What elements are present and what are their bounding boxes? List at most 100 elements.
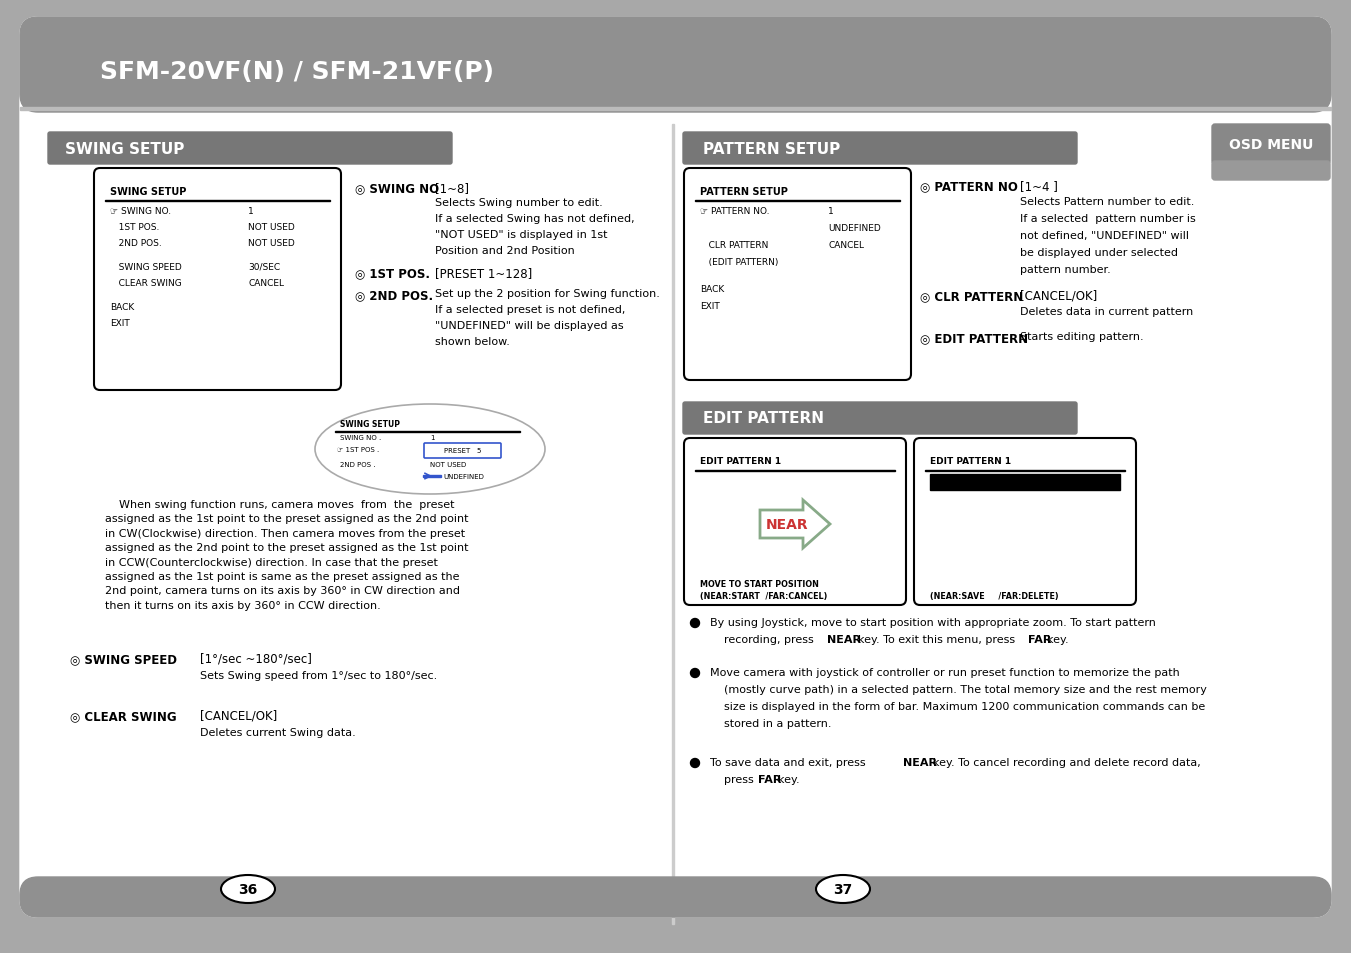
Text: key. To cancel recording and delete record data,: key. To cancel recording and delete reco… [934,758,1201,767]
Text: Sets Swing speed from 1°/sec to 180°/sec.: Sets Swing speed from 1°/sec to 180°/sec… [200,670,438,680]
Text: EXIT: EXIT [700,302,720,311]
Text: Starts editing pattern.: Starts editing pattern. [1020,332,1144,341]
Text: key.: key. [778,774,800,784]
Text: [1°/sec ~180°/sec]: [1°/sec ~180°/sec] [200,652,312,665]
Text: ◎ PATTERN NO: ◎ PATTERN NO [920,180,1017,193]
Text: [1~4 ]: [1~4 ] [1020,180,1058,193]
Text: EDIT PATTERN: EDIT PATTERN [703,411,824,426]
FancyBboxPatch shape [95,169,340,391]
Text: UNDEFINED: UNDEFINED [443,474,484,479]
Text: size is displayed in the form of bar. Maximum 1200 communication commands can be: size is displayed in the form of bar. Ma… [724,701,1205,711]
Text: 37: 37 [834,882,852,896]
Text: stored in a pattern.: stored in a pattern. [724,719,831,728]
Text: Selects Pattern number to edit.: Selects Pattern number to edit. [1020,196,1194,207]
Text: Set up the 2 position for Swing function.: Set up the 2 position for Swing function… [435,289,659,298]
Text: key. To exit this menu, press: key. To exit this menu, press [858,635,1019,644]
Text: When swing function runs, camera moves  from  the  preset
assigned as the 1st po: When swing function runs, camera moves f… [105,499,469,610]
Text: 2ND POS.: 2ND POS. [109,239,162,248]
Text: PATTERN SETUP: PATTERN SETUP [703,142,840,157]
Ellipse shape [816,875,870,903]
Text: [CANCEL/OK]: [CANCEL/OK] [1020,290,1097,303]
Text: ◎ CLR PATTERN: ◎ CLR PATTERN [920,290,1023,303]
Text: SWING NO .: SWING NO . [340,435,381,440]
Text: ◎ SWING NO: ◎ SWING NO [355,182,439,194]
Ellipse shape [222,875,276,903]
Bar [105,201,330,202]
Text: If a selected Swing has not defined,: If a selected Swing has not defined, [435,213,635,224]
Text: ☞ SWING NO.: ☞ SWING NO. [109,207,172,215]
Text: Deletes data in current pattern: Deletes data in current pattern [1020,307,1193,316]
Bar [20,108,1331,111]
Text: 1ST POS.: 1ST POS. [109,223,159,232]
Bar [694,471,894,472]
FancyBboxPatch shape [1212,125,1329,165]
Text: NOT USED: NOT USED [249,239,295,248]
Text: NEAR: NEAR [827,635,861,644]
Text: CLR PATTERN: CLR PATTERN [700,241,769,250]
Text: To save data and exit, press: To save data and exit, press [711,758,869,767]
Text: SWING SETUP: SWING SETUP [65,142,184,157]
Text: EDIT PATTERN 1: EDIT PATTERN 1 [700,456,781,465]
Text: NEAR: NEAR [766,517,808,532]
Text: CLEAR SWING: CLEAR SWING [109,278,182,288]
Text: SWING SETUP: SWING SETUP [340,419,400,429]
Text: 2ND POS .: 2ND POS . [340,461,376,468]
Text: SFM-20VF(N) / SFM-21VF(P): SFM-20VF(N) / SFM-21VF(P) [100,60,494,84]
FancyBboxPatch shape [20,18,1331,917]
Text: NEAR: NEAR [902,758,938,767]
Text: NOT USED: NOT USED [430,461,466,468]
FancyBboxPatch shape [20,18,1331,112]
Text: press: press [724,774,758,784]
FancyBboxPatch shape [684,169,911,380]
Text: SWING SETUP: SWING SETUP [109,187,186,196]
Text: ◎ SWING SPEED: ◎ SWING SPEED [70,652,177,665]
Text: FAR: FAR [758,774,781,784]
Text: CANCEL: CANCEL [249,278,284,288]
Text: PRESET   5: PRESET 5 [444,448,482,454]
Text: OSD MENU: OSD MENU [1229,138,1313,152]
Text: recording, press: recording, press [724,635,817,644]
Text: ☞ PATTERN NO.: ☞ PATTERN NO. [700,207,770,215]
Text: Selects Swing number to edit.: Selects Swing number to edit. [435,198,603,208]
Bar [671,125,674,924]
FancyBboxPatch shape [684,402,1077,435]
Text: MOVE TO START POSITION: MOVE TO START POSITION [700,579,819,588]
Text: Move camera with joystick of controller or run preset function to memorize the p: Move camera with joystick of controller … [711,667,1179,678]
Text: Deletes current Swing data.: Deletes current Swing data. [200,727,355,738]
Text: SWING SPEED: SWING SPEED [109,263,182,272]
FancyBboxPatch shape [49,132,453,165]
Ellipse shape [315,405,544,495]
Text: CANCEL: CANCEL [828,241,865,250]
FancyBboxPatch shape [684,438,907,605]
FancyBboxPatch shape [424,443,501,458]
Ellipse shape [690,618,700,628]
Text: If a selected preset is not defined,: If a selected preset is not defined, [435,305,626,314]
Text: BACK: BACK [109,303,134,312]
Text: (EDIT PATTERN): (EDIT PATTERN) [700,257,778,267]
Text: EDIT PATTERN 1: EDIT PATTERN 1 [929,456,1011,465]
Text: [PRESET 1~128]: [PRESET 1~128] [435,267,532,280]
Bar [929,475,1120,491]
Text: ◎ 1ST POS.: ◎ 1ST POS. [355,267,430,280]
Ellipse shape [690,669,700,678]
Bar [925,471,1125,472]
FancyBboxPatch shape [20,877,1331,917]
FancyBboxPatch shape [915,438,1136,605]
Text: ◎ CLEAR SWING: ◎ CLEAR SWING [70,709,177,722]
Text: 1: 1 [828,207,834,215]
Text: (mostly curve path) in a selected pattern. The total memory size and the rest me: (mostly curve path) in a selected patter… [724,684,1206,695]
Text: 1: 1 [430,435,435,440]
Text: NOT USED: NOT USED [249,223,295,232]
Text: [1~8]: [1~8] [435,182,469,194]
Text: If a selected  pattern number is: If a selected pattern number is [1020,213,1196,224]
FancyBboxPatch shape [684,132,1077,165]
Bar [694,201,900,202]
Text: not defined, "UNDEFINED" will: not defined, "UNDEFINED" will [1020,231,1189,241]
Text: shown below.: shown below. [435,336,509,347]
Text: 36: 36 [238,882,258,896]
Text: PATTERN SETUP: PATTERN SETUP [700,187,788,196]
Text: "NOT USED" is displayed in 1st: "NOT USED" is displayed in 1st [435,230,608,240]
FancyBboxPatch shape [1212,162,1329,181]
Text: By using Joystick, move to start position with appropriate zoom. To start patter: By using Joystick, move to start positio… [711,618,1156,627]
Text: 30/SEC: 30/SEC [249,263,280,272]
